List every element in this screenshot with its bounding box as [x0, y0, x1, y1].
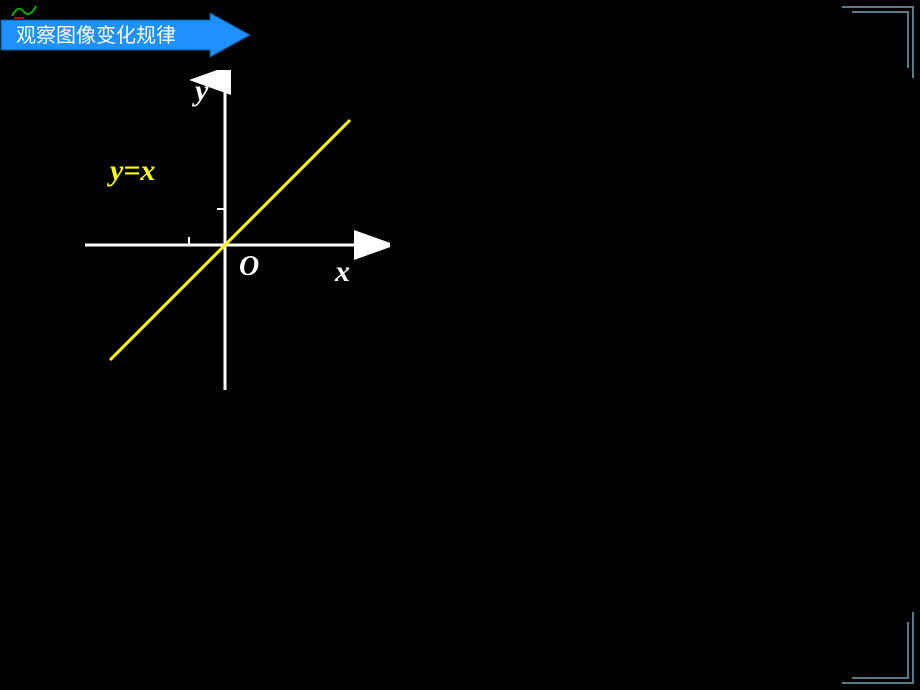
title-text: 观察图像变化规律: [16, 24, 176, 47]
x-axis-label: x: [334, 255, 350, 288]
equation-label: y=x: [107, 154, 155, 187]
frame-corner-top-right: [844, 6, 914, 76]
origin-label: O: [239, 251, 259, 282]
title-arrow-banner: 观察图像变化规律: [0, 12, 254, 67]
frame-corner-bottom-right: [844, 614, 914, 684]
y-axis-label: y: [192, 74, 209, 107]
coordinate-graph: x y O y=x: [60, 70, 390, 405]
